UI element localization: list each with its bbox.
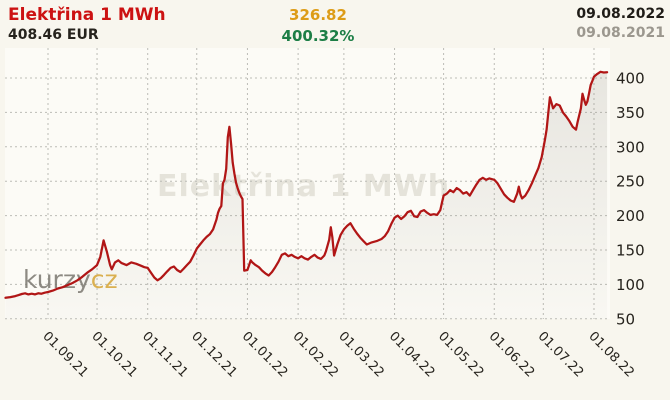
- y-axis-labels: 50 100 150 200 250 300 350 400: [616, 70, 645, 329]
- x-tick-label: 01.11.21: [139, 329, 191, 381]
- y-tick-label: 100: [616, 276, 645, 294]
- x-tick-label: 01.12.21: [188, 329, 240, 381]
- y-tick-label: 300: [616, 138, 645, 156]
- current-price: 408.46 EUR: [8, 27, 99, 43]
- x-tick-label: 01.06.22: [486, 329, 538, 381]
- date-previous: 09.08.2021: [576, 25, 665, 41]
- y-tick-label: 150: [616, 242, 645, 260]
- y-tick-label: 400: [616, 70, 645, 88]
- date-block: 09.08.2022 09.08.2021: [576, 0, 665, 41]
- y-tick-label: 200: [616, 207, 645, 225]
- x-tick-label: 01.03.22: [335, 329, 387, 381]
- x-tick-label: 01.05.22: [435, 329, 487, 381]
- chart-title: Elektřina 1 MWh: [8, 5, 166, 25]
- watermark-text: Elektřina 1 MWh: [157, 169, 450, 204]
- change-percent: 400.32%: [281, 27, 355, 45]
- x-tick-label: 01.02.22: [290, 329, 342, 381]
- x-tick-label: 01.08.22: [585, 329, 637, 381]
- x-tick-label: 01.07.22: [535, 329, 587, 381]
- price-line: [4, 70, 609, 299]
- date-current: 09.08.2022: [576, 6, 665, 22]
- price-area-fill: [5, 71, 608, 319]
- y-tick-label: 250: [616, 173, 645, 191]
- x-tick-label: 01.01.22: [239, 329, 291, 381]
- x-tick-label: 01.09.21: [39, 329, 91, 381]
- y-tick-label: 50: [616, 310, 635, 328]
- change-block: 326.82 400.32%: [252, 0, 384, 45]
- x-tick-label: 01.04.22: [386, 329, 438, 381]
- x-tick-label: 01.10.21: [88, 329, 140, 381]
- y-tick-label: 350: [616, 104, 645, 122]
- change-absolute: 326.82: [289, 6, 347, 24]
